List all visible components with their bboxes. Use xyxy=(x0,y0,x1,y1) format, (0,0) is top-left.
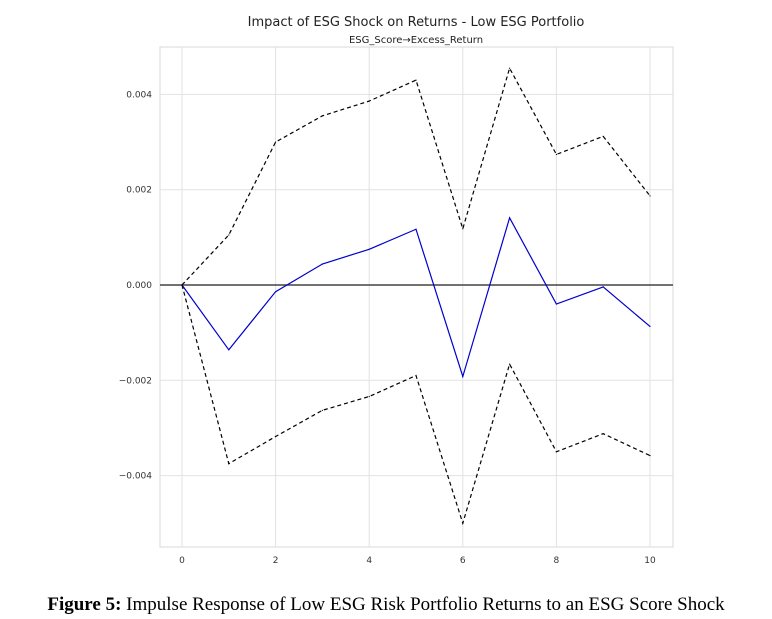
series-irf-point xyxy=(368,248,370,250)
y-tick-label: 0.000 xyxy=(126,281,152,291)
series-upper-point xyxy=(321,115,323,117)
series-upper-point xyxy=(509,67,511,69)
series-lower-point xyxy=(275,435,277,438)
x-tick-label: 0 xyxy=(179,556,185,566)
series-upper-point xyxy=(555,153,558,156)
series-irf-point xyxy=(462,375,464,378)
series-irf-point xyxy=(602,286,604,288)
y-tick-label: 0.004 xyxy=(126,90,152,100)
series-irf-point xyxy=(275,291,277,293)
caption-text: Impulse Response of Low ESG Risk Portfol… xyxy=(121,594,725,615)
series-irf-point xyxy=(321,263,323,265)
series-lower-point xyxy=(602,433,604,435)
plot-area xyxy=(159,46,674,548)
series-upper-line xyxy=(181,66,651,286)
x-tick-label: 2 xyxy=(273,556,279,566)
series-irf-point xyxy=(415,228,417,230)
chart-title: Impact of ESG Shock on Returns - Low ESG… xyxy=(248,15,585,30)
y-tick-label: 0.002 xyxy=(126,186,152,196)
series-upper-point xyxy=(462,228,464,230)
series-irf-point xyxy=(509,217,511,219)
series-upper-point xyxy=(649,195,651,197)
series-lower-point xyxy=(649,454,651,457)
series-lower-point xyxy=(228,463,230,465)
series-lower-point xyxy=(462,522,464,524)
y-tick-label: −0.002 xyxy=(119,376,152,386)
series-upper-point xyxy=(228,234,230,236)
series-upper-point xyxy=(275,141,277,143)
series-irf-point xyxy=(649,325,651,328)
series-lower-point xyxy=(368,395,370,398)
series-lower-point xyxy=(181,284,183,286)
series-upper-point xyxy=(368,100,370,102)
figure-caption: Figure 5: Impulse Response of Low ESG Ri… xyxy=(0,594,772,616)
x-tick-label: 10 xyxy=(644,556,656,566)
x-tick-label: 8 xyxy=(554,556,560,566)
series-irf-point xyxy=(228,349,230,351)
y-tick-label: −0.004 xyxy=(119,472,153,482)
series-lower-point xyxy=(415,374,417,377)
series-upper-point xyxy=(602,135,604,137)
series-upper-point xyxy=(415,79,417,81)
x-tick-label: 6 xyxy=(460,556,466,566)
caption-label: Figure 5: xyxy=(47,594,122,615)
chart-subtitle: ESG_Score→Excess_Return xyxy=(349,35,483,46)
series-lower-point xyxy=(555,451,558,453)
series-lower-point xyxy=(509,363,511,365)
series-lower-point xyxy=(321,409,323,411)
irf-chart: Impact of ESG Shock on Returns - Low ESG… xyxy=(119,15,674,566)
x-tick-label: 4 xyxy=(366,556,372,566)
series-irf-point xyxy=(555,303,558,305)
